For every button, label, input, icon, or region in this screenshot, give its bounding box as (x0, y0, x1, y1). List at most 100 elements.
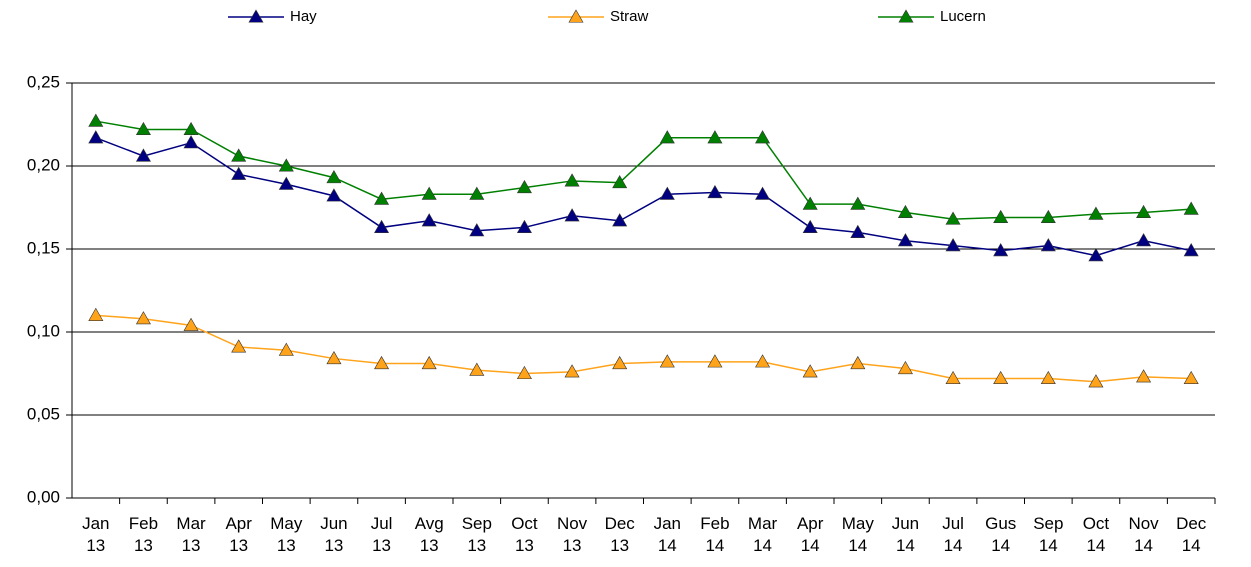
marker (612, 213, 628, 227)
x-tick-label: Jul 13 (371, 514, 393, 555)
x-tick-label: Feb 14 (700, 514, 729, 555)
marker (564, 364, 580, 378)
x-tick-label: May 14 (842, 514, 875, 555)
marker (183, 317, 199, 331)
marker (1040, 370, 1056, 385)
marker (707, 354, 723, 368)
marker (231, 166, 247, 180)
marker (135, 121, 151, 136)
marker (516, 179, 532, 194)
x-tick-label: May 13 (270, 514, 303, 555)
marker (1088, 206, 1104, 220)
x-tick-label: Jun 14 (892, 514, 919, 555)
series-line (95, 314, 1192, 383)
marker (231, 339, 247, 353)
series-line (95, 120, 1192, 220)
marker (612, 174, 628, 189)
x-tick-label: Sep 14 (1033, 514, 1063, 555)
marker (516, 219, 532, 233)
marker (755, 186, 771, 200)
marker (945, 211, 961, 225)
marker (183, 121, 199, 136)
x-tick-label: Jul 14 (942, 514, 964, 555)
marker (278, 342, 294, 356)
marker (659, 130, 675, 144)
marker (469, 186, 485, 200)
marker (135, 148, 151, 162)
marker (1040, 238, 1056, 252)
x-tick-label: Dec 14 (1176, 514, 1207, 555)
marker (802, 219, 818, 233)
y-tick-label: 0,05 (27, 404, 60, 423)
marker (755, 354, 771, 368)
marker (1183, 370, 1199, 385)
marker (135, 311, 151, 325)
marker (374, 355, 390, 370)
marker (278, 158, 294, 172)
y-tick-label: 0,15 (27, 238, 60, 257)
marker (278, 176, 294, 190)
marker (231, 148, 247, 162)
marker (1088, 248, 1104, 262)
marker (374, 219, 390, 233)
marker (659, 186, 675, 200)
marker (802, 364, 818, 378)
marker (421, 355, 437, 370)
marker (88, 113, 104, 127)
marker (374, 191, 390, 205)
marker (897, 360, 913, 375)
marker (1183, 201, 1199, 215)
marker (945, 238, 961, 252)
marker (1136, 204, 1152, 219)
x-tick-label: Feb 13 (129, 514, 158, 555)
marker (993, 209, 1009, 224)
marker (326, 170, 342, 184)
marker (564, 173, 580, 187)
legend-marker (898, 9, 914, 23)
marker (897, 204, 913, 219)
marker (326, 188, 342, 202)
marker (993, 370, 1009, 385)
marker (1088, 374, 1104, 388)
x-tick-label: Oct 14 (1083, 514, 1110, 555)
y-tick-label: 0,00 (27, 487, 60, 506)
x-tick-label: Mar 13 (176, 514, 206, 555)
marker (469, 223, 485, 237)
marker (897, 233, 913, 247)
marker (850, 355, 866, 370)
marker (516, 365, 532, 380)
marker (88, 307, 104, 321)
x-tick-label: Oct 13 (511, 514, 538, 555)
marker (564, 208, 580, 222)
marker (612, 355, 628, 370)
legend-label: Hay (290, 8, 317, 25)
marker (1183, 243, 1199, 257)
marker (993, 243, 1009, 257)
y-tick-label: 0,20 (27, 155, 60, 174)
x-tick-label: Dec 13 (605, 514, 636, 555)
legend-label: Lucern (940, 8, 986, 25)
marker (850, 196, 866, 210)
legend-marker (248, 9, 264, 23)
x-tick-label: Jan 13 (82, 514, 109, 555)
marker (1136, 233, 1152, 247)
marker (421, 186, 437, 200)
legend: Hay Straw Lucern (228, 8, 986, 25)
marker (802, 196, 818, 210)
x-tick-label: Avg 13 (415, 514, 444, 555)
marker (945, 370, 961, 385)
marker (1136, 369, 1152, 383)
y-tick-label: 0,25 (27, 72, 60, 91)
marker (88, 130, 104, 144)
y-tick-label: 0,10 (27, 321, 60, 340)
x-tick-label: Nov 14 (1128, 514, 1159, 555)
x-tick-label: Apr 14 (797, 514, 824, 555)
marker (326, 350, 342, 365)
marker (707, 130, 723, 144)
x-tick-label: Jan 14 (654, 514, 681, 555)
marker (755, 130, 771, 144)
series-line (95, 137, 1192, 257)
legend-marker (568, 9, 584, 23)
marker (850, 224, 866, 238)
